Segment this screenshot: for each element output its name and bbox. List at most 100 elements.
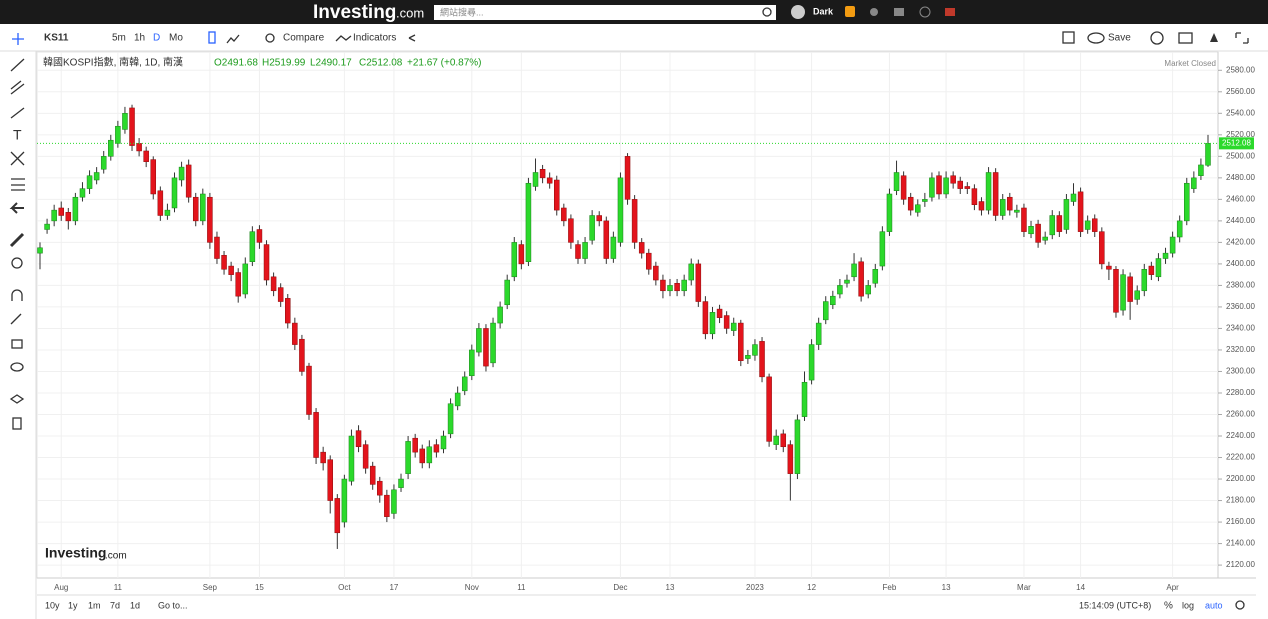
zoom-tool[interactable]: [11, 257, 23, 269]
save-button[interactable]: Save: [1108, 33, 1131, 44]
log-toggle[interactable]: log: [1182, 600, 1194, 610]
percent-toggle[interactable]: %: [1164, 601, 1173, 612]
range-button[interactable]: 1d: [130, 600, 140, 610]
indicators-button[interactable]: Indicators: [353, 33, 396, 44]
prediction-tool[interactable]: [11, 178, 25, 191]
y-tick-label: 2260.00: [1226, 410, 1255, 419]
candle-body: [454, 392, 461, 407]
interval-button[interactable]: 1h: [134, 33, 145, 44]
compare-button[interactable]: Compare: [283, 33, 325, 44]
compare-icon[interactable]: [265, 33, 275, 43]
candle-body: [228, 265, 234, 275]
candle-body: [129, 107, 135, 146]
candle-body: [653, 265, 659, 281]
range-button[interactable]: 7d: [110, 600, 120, 610]
auto-toggle[interactable]: auto: [1205, 600, 1223, 610]
clock-icon[interactable]: [919, 6, 931, 18]
search-icon[interactable]: [762, 7, 772, 17]
candle-body: [277, 287, 284, 302]
last-price-box: [1219, 137, 1254, 150]
portfolio-icon[interactable]: [894, 8, 904, 16]
candle-body: [1099, 231, 1105, 265]
back-tool[interactable]: [9, 202, 24, 214]
brand[interactable]: Investing: [313, 2, 396, 23]
candle-body: [384, 494, 390, 517]
candle-body: [780, 433, 787, 448]
x-tick-label: Aug: [54, 583, 68, 592]
candle-body: [589, 215, 595, 241]
interval-button[interactable]: Mo: [169, 33, 183, 44]
candle-body: [554, 179, 560, 211]
settings-button[interactable]: [1150, 31, 1164, 45]
candle-body: [667, 285, 673, 292]
candle-body: [738, 322, 744, 361]
candle-body: [398, 478, 404, 488]
indicators-icon[interactable]: [335, 35, 352, 42]
y-tick-label: 2300.00: [1226, 367, 1255, 376]
y-tick-label: 2340.00: [1226, 324, 1255, 333]
lock-tool[interactable]: [11, 339, 23, 349]
candle-body: [539, 168, 546, 179]
theme-toggle[interactable]: Dark: [813, 6, 834, 16]
range-button[interactable]: 10y: [45, 600, 60, 610]
candle-body: [844, 279, 850, 284]
undo-button[interactable]: [408, 34, 416, 42]
pattern-tool[interactable]: [10, 151, 25, 166]
candle-body: [263, 244, 270, 281]
flag-icon[interactable]: [945, 8, 955, 16]
visibility-tool[interactable]: [10, 362, 24, 372]
search-box[interactable]: [434, 5, 776, 20]
candle-body: [405, 441, 411, 474]
candle-body: [730, 322, 737, 331]
range-button[interactable]: Go to...: [158, 600, 188, 610]
layout-button[interactable]: [1062, 31, 1075, 44]
candle-body: [1127, 276, 1133, 302]
brush-tool[interactable]: [10, 107, 25, 119]
snapshot-button[interactable]: [1178, 32, 1193, 44]
fullscreen-button[interactable]: [1235, 32, 1249, 44]
y-tick-label: 2140.00: [1226, 539, 1255, 548]
x-tick-label: Feb: [883, 583, 897, 592]
crosshair-tool[interactable]: [12, 33, 24, 45]
measure-tool[interactable]: [9, 232, 25, 248]
candle-body: [638, 242, 645, 254]
candle-body: [872, 269, 879, 284]
bell-icon[interactable]: [870, 8, 878, 16]
axis-settings[interactable]: [1235, 600, 1245, 610]
y-tick-label: 2360.00: [1226, 302, 1255, 311]
fib-tool[interactable]: [10, 80, 25, 95]
pro-icon[interactable]: [845, 6, 855, 17]
drawing-toolbar: T: [9, 33, 25, 430]
avatar[interactable]: [791, 5, 805, 19]
y-tick-label: 2580.00: [1226, 65, 1255, 74]
cloud-icon[interactable]: [1087, 32, 1105, 44]
alert-button[interactable]: [1210, 33, 1218, 42]
candle-body: [86, 175, 93, 189]
candle-body: [518, 244, 525, 265]
candle-body: [801, 381, 808, 417]
candle-type-icon[interactable]: [208, 31, 216, 44]
candle-body: [688, 263, 694, 281]
symbol[interactable]: KS11: [44, 33, 69, 44]
range-button[interactable]: 1y: [68, 600, 78, 610]
x-tick-label: 15: [255, 583, 264, 592]
range-button[interactable]: 1m: [88, 600, 101, 610]
text-tool[interactable]: T: [13, 127, 22, 143]
layers-tool[interactable]: [9, 394, 25, 404]
candle-body: [999, 199, 1006, 216]
candle-body: [837, 285, 843, 295]
interval-button[interactable]: D: [153, 33, 160, 44]
candle-body: [582, 242, 588, 259]
trend-line-tool[interactable]: [10, 58, 25, 72]
lock-draw-tool[interactable]: [10, 313, 22, 325]
bar-type-icon[interactable]: [226, 34, 240, 44]
interval-button[interactable]: 5m: [112, 33, 126, 44]
candle-body: [377, 480, 383, 496]
delete-tool[interactable]: [12, 417, 22, 430]
candle-body: [794, 419, 801, 474]
magnet-tool[interactable]: [11, 289, 23, 301]
candle-body: [1042, 236, 1048, 241]
candle-body: [546, 177, 553, 184]
candle-body: [1184, 182, 1190, 222]
